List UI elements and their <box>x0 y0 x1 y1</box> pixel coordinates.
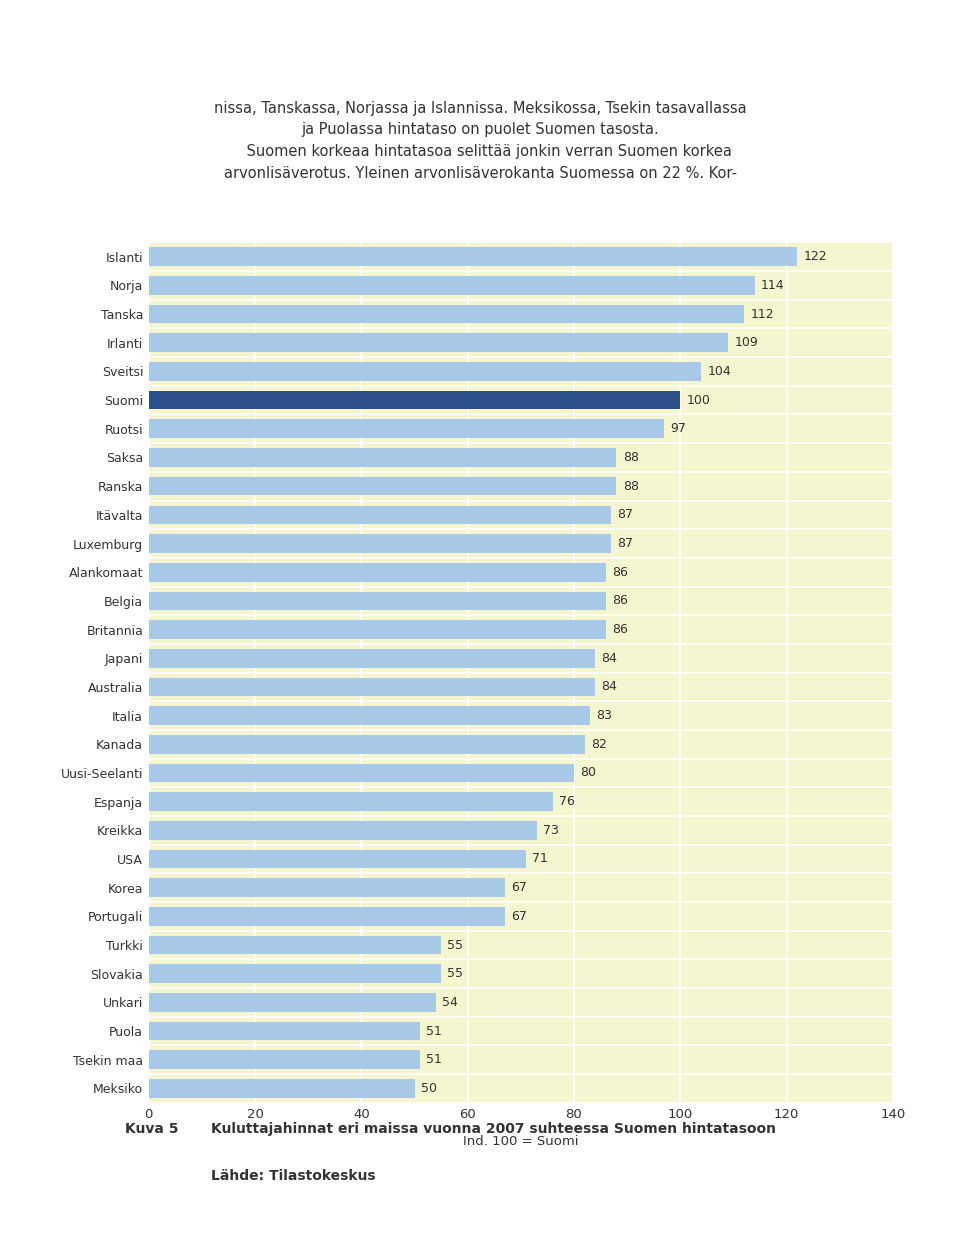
Bar <box>149 534 612 553</box>
Text: 86: 86 <box>612 565 628 579</box>
Text: 97: 97 <box>671 422 686 436</box>
Bar <box>149 505 612 524</box>
Bar <box>149 1050 420 1069</box>
Bar <box>149 878 505 897</box>
Bar <box>149 793 553 811</box>
Text: 55: 55 <box>447 967 464 980</box>
Text: 84: 84 <box>602 681 617 693</box>
Text: 86: 86 <box>612 623 628 636</box>
Text: 71: 71 <box>533 853 548 865</box>
Text: 51: 51 <box>426 1054 443 1066</box>
Text: 88: 88 <box>623 451 638 463</box>
Text: nissa, Tanskassa, Norjassa ja Islannissa. Meksikossa, Tsekin tasavallassa
ja Puo: nissa, Tanskassa, Norjassa ja Islannissa… <box>214 100 746 181</box>
Text: 122: 122 <box>804 250 828 264</box>
Bar <box>149 247 797 266</box>
Bar <box>149 620 606 639</box>
Bar <box>149 448 616 467</box>
Bar <box>149 677 595 696</box>
Bar <box>149 907 505 926</box>
Bar <box>149 477 616 496</box>
Text: 83: 83 <box>596 710 612 722</box>
Text: 87: 87 <box>617 509 634 521</box>
Text: 84: 84 <box>602 652 617 664</box>
Bar <box>149 276 755 295</box>
Bar <box>149 305 744 324</box>
Bar <box>149 420 664 438</box>
X-axis label: Ind. 100 = Suomi: Ind. 100 = Suomi <box>463 1135 579 1148</box>
Text: 104: 104 <box>708 365 732 378</box>
Bar <box>149 1079 415 1098</box>
Text: 76: 76 <box>559 795 575 808</box>
Bar <box>149 391 681 409</box>
Text: 100: 100 <box>686 393 710 407</box>
Bar <box>149 592 606 610</box>
Text: 16: 16 <box>48 1217 79 1236</box>
Text: 109: 109 <box>734 337 758 349</box>
Text: 54: 54 <box>443 996 458 1009</box>
Bar <box>149 821 537 840</box>
Text: 73: 73 <box>543 824 559 836</box>
Bar <box>149 735 585 754</box>
Text: 1  VÄHITTÄISKAUPAN TOIMINTAYMPÄRISTÖ: 1 VÄHITTÄISKAUPAN TOIMINTAYMPÄRISTÖ <box>297 1220 663 1233</box>
Text: Kuva 5: Kuva 5 <box>125 1122 179 1135</box>
Text: 86: 86 <box>612 594 628 608</box>
Text: 88: 88 <box>623 480 638 492</box>
Bar <box>149 936 441 955</box>
Text: 67: 67 <box>512 882 527 894</box>
Text: 67: 67 <box>512 909 527 923</box>
Text: 51: 51 <box>426 1025 443 1037</box>
Text: 80: 80 <box>580 766 596 780</box>
Bar <box>149 849 526 868</box>
Text: 114: 114 <box>761 279 784 291</box>
Bar <box>149 362 702 381</box>
Text: 82: 82 <box>591 737 607 751</box>
Text: 55: 55 <box>447 938 464 952</box>
Bar <box>149 649 595 668</box>
Bar <box>149 764 574 782</box>
Bar <box>149 333 728 352</box>
Text: 50: 50 <box>420 1081 437 1095</box>
Bar <box>149 993 436 1012</box>
Bar <box>149 1021 420 1040</box>
Text: 87: 87 <box>617 538 634 550</box>
Text: 112: 112 <box>751 308 774 320</box>
Bar <box>149 965 441 983</box>
Bar <box>149 706 589 725</box>
Bar <box>149 563 606 582</box>
Text: Lähde: Tilastokeskus: Lähde: Tilastokeskus <box>211 1168 375 1183</box>
Text: Kuluttajahinnat eri maissa vuonna 2007 suhteessa Suomen hintatasoon: Kuluttajahinnat eri maissa vuonna 2007 s… <box>211 1122 777 1135</box>
